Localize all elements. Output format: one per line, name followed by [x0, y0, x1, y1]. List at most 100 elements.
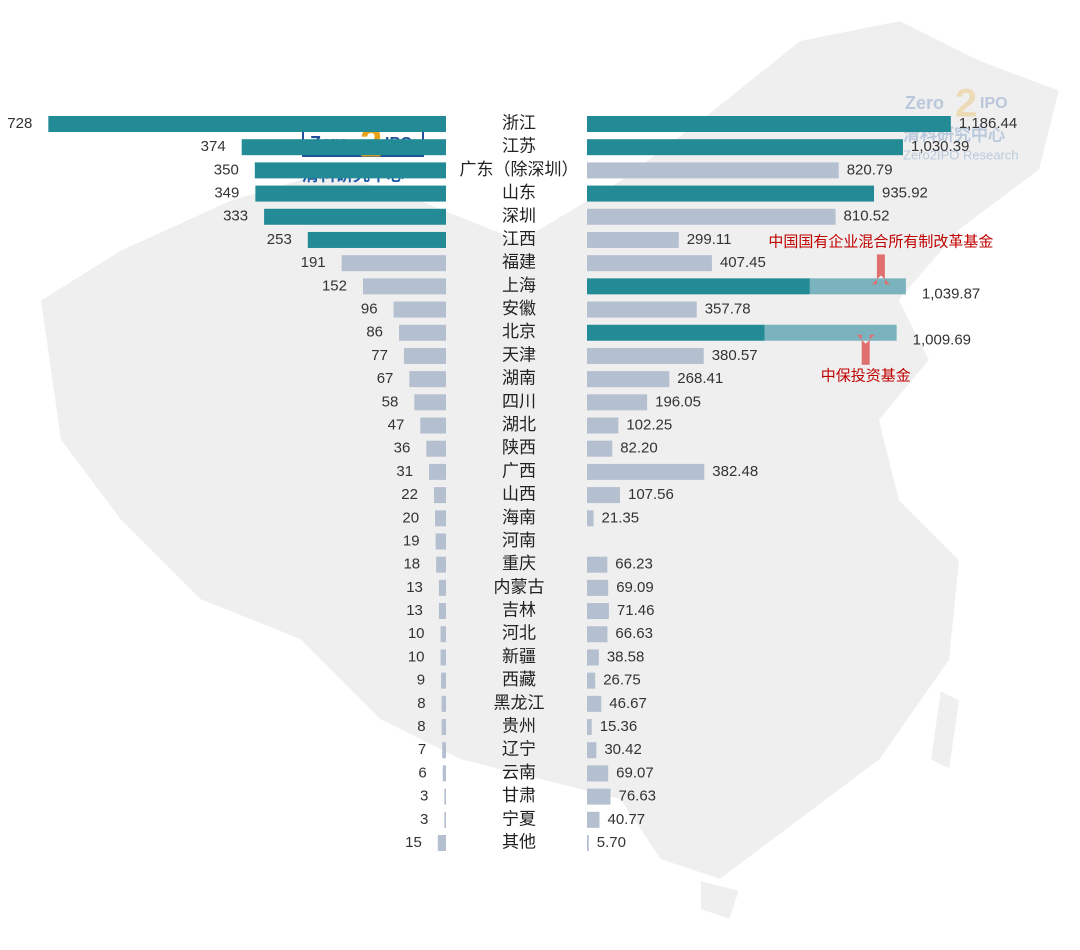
value-label: 333	[223, 208, 248, 225]
bar	[255, 185, 446, 202]
bar	[441, 672, 446, 689]
value-label: 8	[417, 695, 425, 712]
value-label: 191	[301, 254, 326, 271]
bar	[435, 510, 446, 527]
value-label: 6	[418, 764, 426, 781]
category-label: 西藏	[502, 670, 536, 689]
value-label: 380.57	[712, 347, 758, 364]
annotation: 中国国有企业混合所有制改革基金	[768, 232, 993, 250]
value-label: 350	[214, 161, 239, 178]
value-label: 47	[388, 416, 405, 433]
bar	[587, 510, 594, 527]
bar	[587, 463, 705, 480]
value-label: 69.09	[616, 579, 654, 596]
bar	[587, 301, 697, 318]
category-label: 山西	[502, 485, 536, 504]
bar	[587, 185, 875, 202]
category-label: 其他	[502, 832, 536, 851]
value-label: 30.42	[604, 741, 642, 758]
bar	[341, 255, 446, 272]
value-label: 22	[401, 486, 418, 503]
value-label: 374	[201, 138, 226, 155]
category-label: 甘肃	[502, 786, 536, 805]
bar	[587, 347, 704, 364]
value-label: 728	[7, 115, 32, 132]
value-label: 810.52	[844, 208, 890, 225]
bar	[587, 440, 613, 457]
bar	[442, 765, 446, 782]
bar	[48, 116, 447, 132]
value-label: 7	[418, 741, 426, 758]
value-label: 935.92	[882, 185, 928, 202]
bar	[587, 556, 608, 573]
value-label: 26.75	[603, 672, 641, 689]
category-label: 重庆	[502, 554, 536, 573]
bar	[587, 649, 599, 666]
value-label: 8	[417, 718, 425, 735]
bar	[393, 301, 446, 318]
value-label: 96	[361, 301, 378, 318]
value-label: 86	[366, 324, 383, 341]
bar	[409, 371, 446, 388]
bar	[440, 626, 446, 643]
value-label: 3	[420, 788, 428, 805]
value-label: 36	[394, 440, 411, 457]
category-label: 上海	[502, 276, 536, 295]
value-label: 9	[417, 672, 425, 689]
bar	[587, 116, 951, 132]
bar	[441, 695, 446, 712]
logo-en: Zero2IPO Research	[903, 147, 1019, 162]
bar	[438, 603, 446, 620]
bar	[264, 208, 446, 225]
category-label: 广西	[502, 461, 536, 480]
bar	[435, 533, 446, 550]
value-label: 10	[408, 648, 425, 665]
bar	[433, 487, 446, 504]
bar	[587, 417, 619, 434]
value-label: 76.63	[618, 788, 656, 805]
bar	[587, 811, 600, 828]
bar	[441, 719, 446, 736]
category-label: 辽宁	[502, 740, 536, 759]
bar	[440, 649, 446, 666]
value-label: 66.23	[615, 556, 653, 573]
value-label: 20	[402, 509, 419, 526]
value-label: 82.20	[620, 440, 658, 457]
value-label: 1,186.44	[959, 115, 1017, 132]
category-label: 天津	[502, 345, 536, 364]
value-label: 46.67	[609, 695, 647, 712]
bar	[587, 626, 608, 643]
bar	[587, 162, 839, 179]
value-label: 38.58	[607, 648, 645, 665]
bar	[587, 278, 810, 295]
bar	[399, 324, 446, 341]
value-label: 67	[377, 370, 394, 387]
value-label: 152	[322, 277, 347, 294]
value-label: 21.35	[602, 509, 640, 526]
bar	[587, 231, 679, 248]
value-label: 1,030.39	[911, 138, 969, 155]
category-label: 北京	[502, 322, 536, 341]
value-label: 31	[396, 463, 413, 480]
bar	[362, 278, 446, 295]
bar	[587, 603, 609, 620]
bar	[436, 556, 446, 573]
category-label: 四川	[502, 392, 536, 411]
bar	[429, 463, 446, 480]
value-label: 13	[406, 579, 423, 596]
bar	[307, 231, 446, 248]
logo-ipo: IPO	[980, 95, 1008, 112]
category-label: 湖南	[502, 369, 536, 388]
bar	[587, 371, 670, 388]
value-label: 18	[403, 556, 420, 573]
bar	[587, 672, 596, 689]
value-label: 820.79	[847, 161, 893, 178]
bar	[420, 417, 446, 434]
bar	[587, 695, 602, 712]
bar	[254, 162, 446, 179]
value-label: 5.70	[597, 834, 626, 851]
bar	[587, 579, 609, 596]
category-label: 海南	[502, 508, 536, 527]
category-label: 吉林	[502, 601, 536, 620]
category-label: 贵州	[502, 717, 536, 736]
